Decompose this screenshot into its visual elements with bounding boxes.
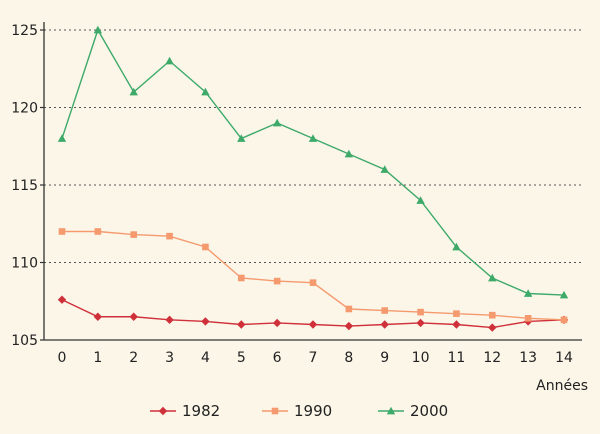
x-tick-label: 5	[237, 350, 246, 366]
gridlines	[44, 29, 582, 263]
x-tick-label: 9	[380, 350, 389, 366]
data-point-1982	[488, 323, 497, 332]
data-point-2000	[237, 134, 246, 142]
data-point-2000	[344, 149, 354, 158]
legend-marker	[158, 406, 168, 416]
data-point-1982	[93, 312, 103, 321]
legend-label: 2000	[410, 402, 448, 420]
series-2000	[57, 25, 569, 299]
data-point-2000	[201, 87, 210, 96]
data-point-2000	[452, 242, 461, 251]
data-point-1990	[58, 228, 66, 235]
x-tick-label: 10	[412, 350, 430, 366]
data-point-2000	[93, 25, 103, 34]
data-point-2000	[165, 56, 174, 65]
data-point-1990	[417, 308, 424, 316]
y-tick-label: 125	[11, 23, 38, 39]
data-point-2000	[523, 289, 533, 297]
data-point-1982	[452, 320, 461, 329]
legend-marker	[271, 407, 279, 415]
data-point-2000	[308, 134, 318, 142]
data-point-1982	[416, 318, 425, 328]
data-point-1990	[202, 243, 209, 251]
data-point-1990	[560, 316, 568, 324]
data-point-1990	[309, 279, 317, 286]
y-tick-label: 105	[11, 333, 38, 349]
data-point-1982	[272, 318, 282, 328]
data-point-1982	[344, 321, 354, 331]
data-point-1990	[94, 228, 102, 235]
legend-marker	[386, 406, 396, 415]
x-tick-label: 14	[555, 350, 573, 366]
legend-item-1982: 1982	[150, 402, 220, 420]
x-tick-labels: 0 1 2 3 4 5 6 7 8 9 10 11 12 13 14	[58, 350, 573, 366]
x-tick-label: 7	[309, 350, 318, 366]
y-tick-label: 115	[11, 178, 38, 194]
x-axis-label: Années	[536, 378, 588, 394]
data-point-1990	[381, 307, 389, 314]
x-tick-label: 6	[273, 350, 282, 366]
data-point-1982	[57, 295, 67, 304]
x-tick-label: 3	[165, 350, 174, 366]
y-tick-label: 120	[11, 101, 38, 117]
x-tick-label: 0	[58, 350, 67, 366]
data-point-2000	[559, 290, 569, 299]
x-tick-label: 4	[201, 350, 210, 366]
data-point-1982	[308, 320, 318, 329]
legend-label: 1990	[294, 402, 332, 420]
data-point-1982	[165, 315, 174, 325]
data-point-1990	[130, 231, 138, 238]
data-point-2000	[129, 87, 138, 96]
data-point-1982	[129, 312, 138, 321]
axes	[40, 22, 582, 341]
legend-item-2000: 2000	[378, 402, 448, 420]
data-point-1990	[273, 277, 281, 285]
data-point-1990	[237, 274, 245, 282]
legend: 1982 1990 2000	[150, 402, 448, 420]
data-point-2000	[57, 134, 67, 142]
x-tick-label: 8	[344, 350, 353, 366]
data-point-1982	[380, 320, 389, 329]
data-point-2000	[272, 118, 282, 127]
data-point-1990	[488, 311, 496, 319]
data-point-2000	[416, 196, 425, 204]
series-group	[57, 25, 569, 332]
series-1990	[58, 228, 568, 324]
y-tick-labels: 105 110 115 120 125	[11, 23, 38, 349]
x-tick-label: 2	[129, 350, 138, 366]
data-point-1990	[524, 315, 532, 322]
legend-item-1990: 1990	[262, 402, 332, 420]
data-point-1990	[166, 232, 173, 240]
data-point-1982	[237, 320, 246, 329]
data-point-2000	[488, 273, 497, 282]
x-tick-label: 12	[483, 350, 501, 366]
x-tick-label: 13	[519, 350, 537, 366]
series-line-2000	[61, 28, 565, 296]
x-tick-label: 11	[448, 350, 466, 366]
data-point-1990	[345, 305, 353, 313]
data-point-2000	[380, 165, 389, 173]
legend-label: 1982	[182, 402, 220, 420]
y-tick-label: 110	[11, 256, 38, 272]
data-point-1990	[453, 310, 460, 317]
x-tick-label: 1	[93, 350, 102, 366]
data-point-1982	[201, 317, 210, 326]
